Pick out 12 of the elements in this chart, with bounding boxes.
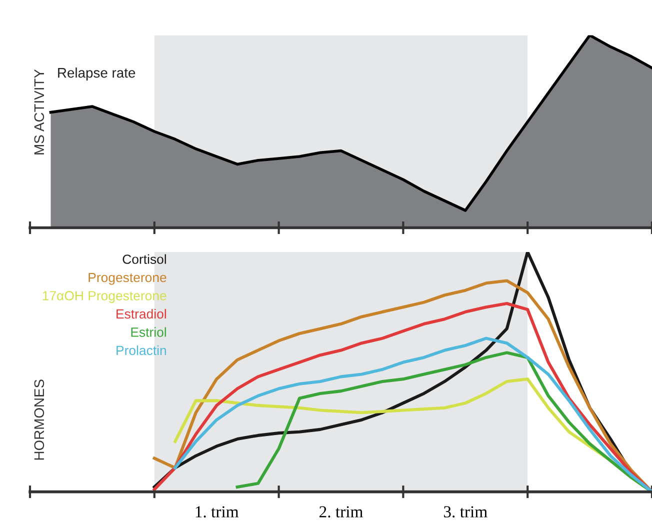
text: Estriol (131, 327, 166, 337)
y-axis-title: MS ACTIVITY (34, 69, 44, 154)
x-tick-label: 3. trim (444, 506, 488, 518)
x-tick-label: 1. trim (196, 506, 239, 518)
text: Estradiol (116, 308, 166, 319)
text: Cortisol (122, 254, 166, 264)
text: 17αOH Progesterone (42, 291, 166, 304)
annotation: Relapse rate (58, 68, 136, 80)
x-tick-label: 2. trim (320, 506, 363, 518)
text: Prolactin (116, 345, 166, 356)
y-axis-title: HORMONES (34, 380, 44, 460)
text: Progesterone (88, 272, 166, 285)
